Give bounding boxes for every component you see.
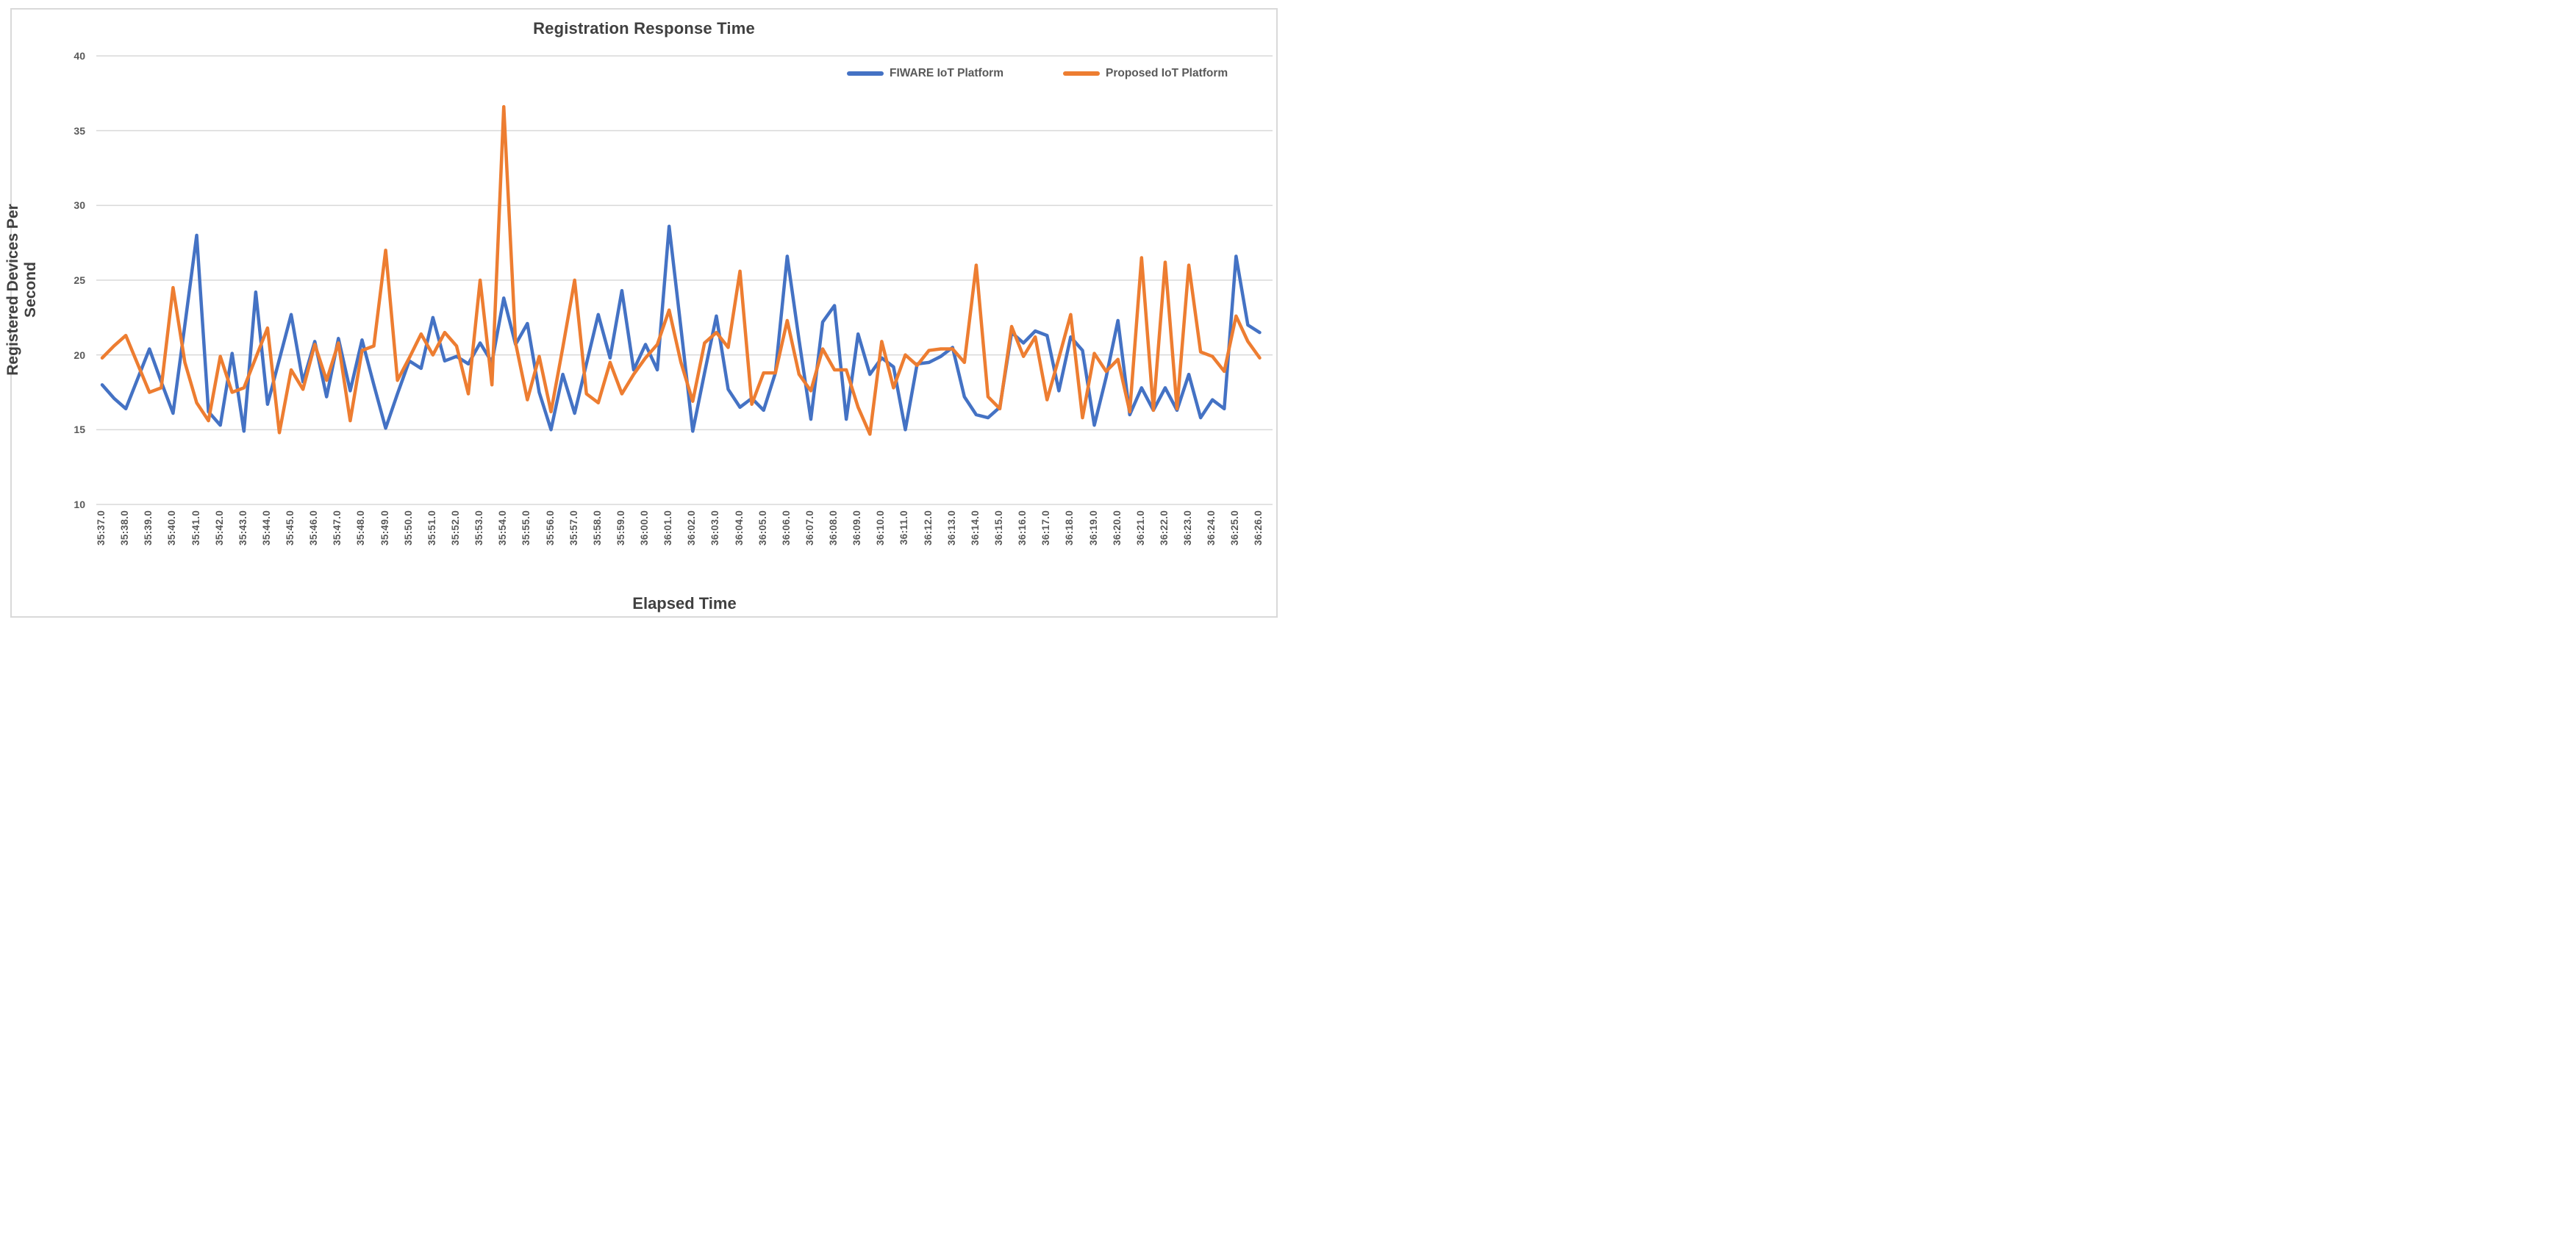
x-tick-label-36:01.0: 36:01.0	[662, 510, 674, 546]
x-tick-label-35:38.0: 35:38.0	[119, 510, 131, 546]
series-line-1	[100, 104, 1262, 436]
x-tick-label-36:08.0: 36:08.0	[828, 510, 840, 546]
x-tick-label-35:47.0: 35:47.0	[332, 510, 343, 546]
x-tick-label-35:43.0: 35:43.0	[237, 510, 248, 546]
y-tick-label-30: 30	[74, 199, 85, 212]
y-tick-label-20: 20	[74, 349, 85, 361]
legend-item-1: Proposed IoT Platform	[1063, 66, 1228, 81]
x-tick-label-36:09.0: 36:09.0	[851, 510, 863, 546]
y-axis-title: Registered Devices Per Second	[4, 204, 39, 376]
legend-swatch-icon	[1063, 71, 1100, 76]
line-chart: Registration Response Time FIWARE IoT Pl…	[0, 0, 1288, 626]
x-tick-label-36:18.0: 36:18.0	[1064, 510, 1076, 546]
x-tick-label-35:50.0: 35:50.0	[402, 510, 414, 546]
x-tick-label-35:46.0: 35:46.0	[308, 510, 320, 546]
legend-item-0: FIWARE IoT Platform	[847, 66, 1003, 81]
x-axis-title: Elapsed Time	[632, 594, 737, 613]
x-tick-label-35:45.0: 35:45.0	[285, 510, 296, 546]
x-tick-label-36:14.0: 36:14.0	[969, 510, 981, 546]
x-tick-label-36:00.0: 36:00.0	[639, 510, 651, 546]
y-tick-label-10: 10	[74, 499, 85, 510]
plot-area	[96, 55, 1273, 505]
x-tick-label-35:56.0: 35:56.0	[544, 510, 556, 546]
x-tick-label-35:44.0: 35:44.0	[260, 510, 272, 546]
y-tick-label-40: 40	[74, 50, 85, 62]
x-tick-label-35:48.0: 35:48.0	[355, 510, 367, 546]
x-tick-label-36:17.0: 36:17.0	[1040, 510, 1052, 546]
chart-title: Registration Response Time	[533, 19, 755, 38]
x-tick-label-35:55.0: 35:55.0	[520, 510, 532, 546]
x-tick-label-36:24.0: 36:24.0	[1206, 510, 1217, 546]
chart-outer-border	[10, 8, 1278, 618]
x-tick-label-35:53.0: 35:53.0	[473, 510, 485, 546]
y-tick-label-35: 35	[74, 124, 85, 137]
x-tick-label-36:02.0: 36:02.0	[686, 510, 698, 546]
legend-swatch-icon	[847, 71, 884, 76]
x-tick-label-36:12.0: 36:12.0	[922, 510, 934, 546]
x-tick-label-35:52.0: 35:52.0	[449, 510, 461, 546]
x-tick-label-35:39.0: 35:39.0	[143, 510, 154, 546]
x-tick-label-36:13.0: 36:13.0	[945, 510, 957, 546]
x-tick-label-35:40.0: 35:40.0	[166, 510, 178, 546]
x-tick-label-35:42.0: 35:42.0	[213, 510, 225, 546]
y-tick-label-15: 15	[74, 424, 85, 436]
x-tick-label-35:54.0: 35:54.0	[497, 510, 509, 546]
x-tick-label-36:15.0: 36:15.0	[993, 510, 1005, 546]
x-tick-label-35:49.0: 35:49.0	[379, 510, 390, 546]
x-tick-label-36:11.0: 36:11.0	[898, 510, 910, 546]
y-tick-label-25: 25	[74, 274, 85, 286]
x-tick-label-36:20.0: 36:20.0	[1111, 510, 1123, 546]
x-tick-label-35:41.0: 35:41.0	[190, 510, 201, 546]
x-tick-label-35:51.0: 35:51.0	[426, 510, 437, 546]
x-tick-label-35:59.0: 35:59.0	[615, 510, 626, 546]
legend-label: Proposed IoT Platform	[1106, 67, 1228, 79]
x-tick-label-35:58.0: 35:58.0	[591, 510, 603, 546]
x-tick-label-36:03.0: 36:03.0	[709, 510, 721, 546]
x-tick-label-36:26.0: 36:26.0	[1253, 510, 1264, 546]
x-tick-label-36:04.0: 36:04.0	[733, 510, 745, 546]
x-tick-label-36:16.0: 36:16.0	[1017, 510, 1028, 546]
x-tick-label-36:10.0: 36:10.0	[875, 510, 887, 546]
x-tick-label-36:21.0: 36:21.0	[1134, 510, 1146, 546]
series-line-0	[100, 224, 1262, 433]
x-tick-label-36:25.0: 36:25.0	[1229, 510, 1241, 546]
x-tick-label-36:23.0: 36:23.0	[1182, 510, 1194, 546]
x-tick-label-35:37.0: 35:37.0	[96, 510, 107, 546]
x-tick-label-35:57.0: 35:57.0	[568, 510, 579, 546]
x-tick-label-36:19.0: 36:19.0	[1087, 510, 1099, 546]
legend-label: FIWARE IoT Platform	[890, 67, 1003, 79]
x-tick-label-36:05.0: 36:05.0	[756, 510, 768, 546]
x-tick-label-36:06.0: 36:06.0	[780, 510, 792, 546]
x-tick-label-36:07.0: 36:07.0	[804, 510, 815, 546]
x-tick-label-36:22.0: 36:22.0	[1158, 510, 1170, 546]
